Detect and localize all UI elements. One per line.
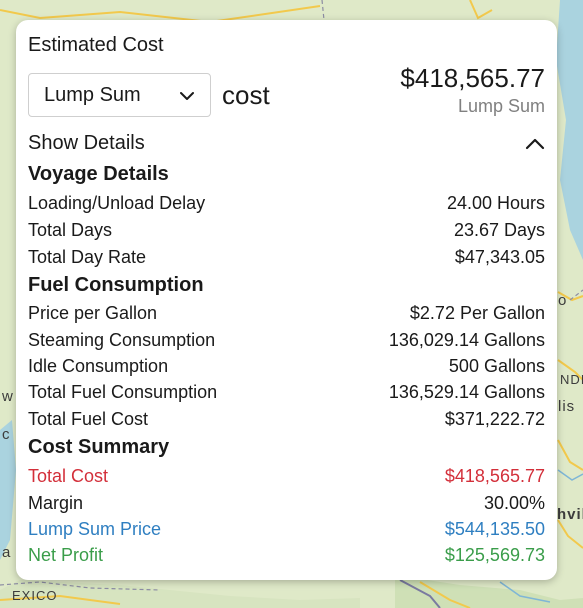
row-value: $2.72 Per Gallon xyxy=(409,302,545,323)
row-loading-delay: Loading/Unload Delay 24.00 Hours xyxy=(28,191,545,215)
map-label-c: c xyxy=(2,426,11,443)
map-label-w: w xyxy=(2,388,14,405)
row-steaming-consumption: Steaming Consumption 136,029.14 Gallons xyxy=(28,328,545,352)
map-label-a: a xyxy=(2,544,12,561)
row-label: Steaming Consumption xyxy=(28,329,216,350)
row-value: 24.00 Hours xyxy=(446,192,545,213)
row-value: 30.00% xyxy=(483,492,545,513)
row-value: 23.67 Days xyxy=(453,219,545,240)
row-label: Margin xyxy=(28,492,84,513)
map-label-hvil: hvil xyxy=(557,506,583,523)
row-value: 136,029.14 Gallons xyxy=(388,329,545,350)
row-total-fuel-consumption: Total Fuel Consumption 136,529.14 Gallon… xyxy=(28,380,545,404)
pricing-type-select[interactable]: Lump Sum xyxy=(28,73,211,117)
row-value: $371,222.72 xyxy=(444,408,545,429)
row-value: $125,569.73 xyxy=(444,544,545,565)
row-idle-consumption: Idle Consumption 500 Gallons xyxy=(28,354,545,378)
total-cost-caption: Lump Sum xyxy=(457,96,545,116)
row-value: $418,565.77 xyxy=(444,465,545,486)
show-details-label: Show Details xyxy=(28,132,145,154)
row-total-days: Total Days 23.67 Days xyxy=(28,218,545,242)
total-cost-amount: $418,565.77 xyxy=(400,63,545,93)
row-margin: Margin 30.00% xyxy=(28,491,545,515)
map-label-india: NDIA xyxy=(560,372,583,387)
row-net-profit: Net Profit $125,569.73 xyxy=(28,543,545,567)
row-total-fuel-cost: Total Fuel Cost $371,222.72 xyxy=(28,407,545,431)
section-title-fuel: Fuel Consumption xyxy=(28,274,204,296)
estimated-cost-panel: Estimated Cost Lump Sum cost $418,565.77… xyxy=(16,20,557,580)
row-value: 500 Gallons xyxy=(448,355,545,376)
row-label: Total Days xyxy=(28,219,113,240)
row-value: 136,529.14 Gallons xyxy=(388,381,545,402)
row-label: Price per Gallon xyxy=(28,302,158,323)
row-lump-sum-price: Lump Sum Price $544,135.50 xyxy=(28,517,545,541)
section-title-voyage: Voyage Details xyxy=(28,163,169,185)
section-title-summary: Cost Summary xyxy=(28,436,170,458)
row-label: Loading/Unload Delay xyxy=(28,192,206,213)
row-label: Net Profit xyxy=(28,544,104,565)
map-label-is: lis xyxy=(558,398,576,415)
row-value: $47,343.05 xyxy=(454,246,545,267)
row-label: Idle Consumption xyxy=(28,355,169,376)
cost-label: cost xyxy=(222,80,270,110)
map-label-mexico: EXICO xyxy=(12,588,58,603)
row-price-per-gallon: Price per Gallon $2.72 Per Gallon xyxy=(28,301,545,325)
pricing-type-value: Lump Sum xyxy=(44,83,141,106)
row-label: Total Fuel Cost xyxy=(28,408,149,429)
row-label: Total Cost xyxy=(28,465,109,486)
map-label-o: o xyxy=(558,292,568,309)
row-value: $544,135.50 xyxy=(444,518,545,539)
row-total-day-rate: Total Day Rate $47,343.05 xyxy=(28,245,545,269)
row-label: Lump Sum Price xyxy=(28,518,162,539)
chevron-up-icon[interactable] xyxy=(525,137,545,151)
row-label: Total Day Rate xyxy=(28,246,147,267)
row-label: Total Fuel Consumption xyxy=(28,381,218,402)
show-details-toggle[interactable]: Show Details xyxy=(28,130,545,160)
panel-title: Estimated Cost xyxy=(28,34,164,56)
chevron-down-icon xyxy=(180,92,194,100)
row-total-cost: Total Cost $418,565.77 xyxy=(28,464,545,488)
